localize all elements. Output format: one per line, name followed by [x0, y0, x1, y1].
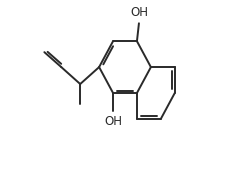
Text: OH: OH [130, 6, 148, 19]
Text: OH: OH [104, 115, 122, 128]
